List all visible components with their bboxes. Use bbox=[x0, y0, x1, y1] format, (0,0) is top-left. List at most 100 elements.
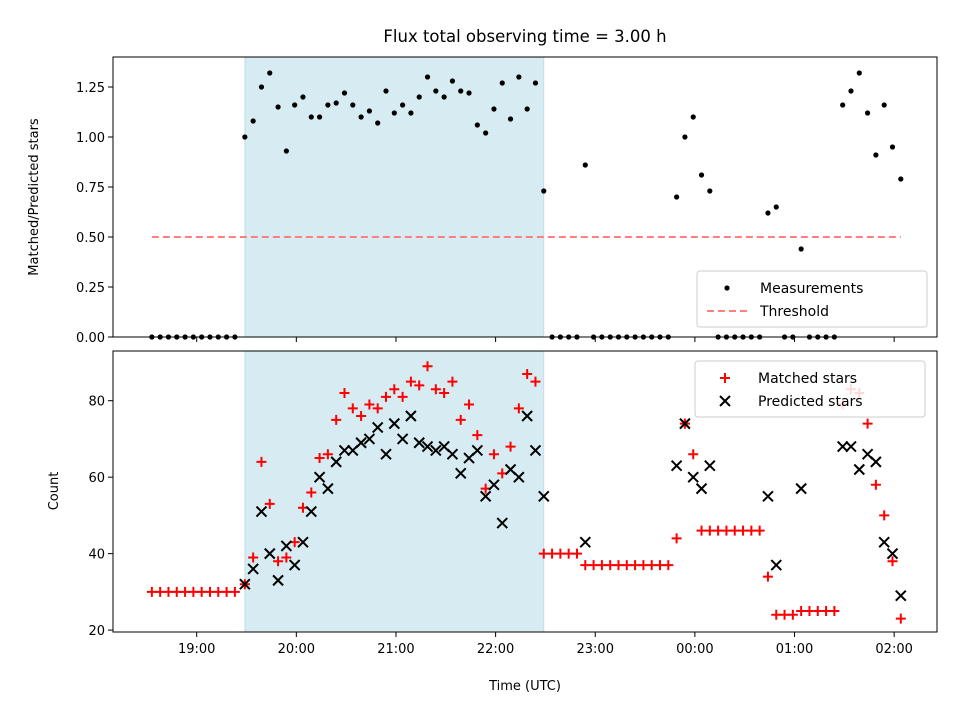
measurement-point bbox=[889, 144, 896, 150]
measurement-point bbox=[391, 110, 397, 116]
measurement-point bbox=[541, 188, 547, 194]
matched-star-point bbox=[464, 399, 475, 410]
matched-star-point bbox=[829, 605, 840, 616]
matched-star-point bbox=[281, 552, 292, 563]
top-panel: 0.00 0.25 0.50 0.75 1.00 1.25 Measurements Thre… bbox=[76, 56, 938, 346]
measurement-point bbox=[424, 74, 431, 80]
predicted-star-point bbox=[695, 482, 708, 495]
top-axes-frame bbox=[112, 56, 938, 338]
matched-star-point bbox=[306, 487, 317, 498]
matched-star-point bbox=[430, 384, 441, 395]
bottom-y-axis-label: Count bbox=[47, 472, 62, 511]
matched-star-point bbox=[887, 556, 898, 567]
measurement-point bbox=[524, 106, 530, 112]
matched-star-point bbox=[688, 449, 699, 460]
predicted-star-point bbox=[405, 410, 417, 422]
matched-star-point bbox=[571, 548, 582, 559]
x-tick-label: 20:00 bbox=[278, 642, 315, 657]
top-y-tick-label: 1.25 bbox=[76, 81, 105, 96]
matched-star-point bbox=[472, 430, 483, 441]
measurement-point bbox=[333, 100, 339, 106]
predicted-star-point bbox=[430, 444, 442, 457]
measurement-point bbox=[507, 116, 514, 122]
measurement-point bbox=[516, 74, 522, 80]
measurement-point bbox=[873, 152, 879, 158]
predicted-star-point bbox=[388, 417, 401, 430]
bottom-y-tick-label: 60 bbox=[88, 471, 105, 486]
measurement-point bbox=[341, 90, 348, 96]
measurement-point bbox=[458, 88, 464, 94]
x-tick-label: 00:00 bbox=[676, 642, 713, 657]
predicted-star-point bbox=[455, 467, 467, 480]
predicted-star-point bbox=[280, 540, 293, 552]
predicted-star-point bbox=[396, 433, 409, 445]
top-observing-window bbox=[244, 56, 545, 338]
measurement-point bbox=[375, 120, 381, 126]
predicted-star-point bbox=[836, 440, 849, 453]
top-legend-box bbox=[696, 270, 928, 328]
matched-star-point bbox=[422, 361, 433, 372]
predicted-star-point bbox=[895, 589, 907, 602]
predicted-star-point bbox=[870, 456, 882, 468]
measurement-point bbox=[856, 70, 862, 76]
top-legend: Measurements Threshold bbox=[696, 270, 928, 328]
matched-star-point bbox=[414, 380, 425, 391]
predicted-star-point bbox=[239, 578, 251, 590]
matched-star-point bbox=[314, 453, 325, 464]
measurement-point bbox=[765, 210, 771, 216]
x-tick-label: 22:00 bbox=[477, 642, 514, 657]
predicted-star-point bbox=[380, 448, 392, 460]
measurement-point bbox=[416, 94, 422, 100]
matched-star-point bbox=[455, 414, 466, 425]
measurement-point bbox=[400, 102, 406, 108]
predicted-star-point bbox=[305, 505, 317, 518]
measurement-point bbox=[441, 94, 447, 100]
matched-star-point bbox=[322, 449, 333, 460]
measurement-point bbox=[449, 78, 456, 84]
measurement-point bbox=[267, 70, 273, 76]
predicted-star-point bbox=[297, 536, 309, 548]
predicted-star-point bbox=[704, 459, 716, 472]
measurement-point bbox=[707, 188, 713, 194]
x-axis-label: Time (UTC) bbox=[488, 679, 561, 694]
matched-star-point bbox=[663, 560, 674, 571]
measurement-point bbox=[283, 148, 289, 154]
measurement-point bbox=[499, 80, 505, 86]
matched-star-point bbox=[264, 498, 275, 509]
x-tick-label: 23:00 bbox=[577, 642, 614, 657]
predicted-star-point bbox=[479, 490, 492, 502]
measurement-point bbox=[250, 118, 256, 124]
matched-star-point bbox=[339, 388, 350, 399]
predicted-star-point bbox=[853, 463, 865, 476]
measurement-point bbox=[258, 84, 265, 90]
matched-star-point bbox=[522, 368, 533, 379]
matched-star-point bbox=[256, 456, 267, 467]
measurement-point bbox=[275, 104, 281, 110]
top-y-tick-label: 0.25 bbox=[76, 281, 105, 296]
measurement-point bbox=[408, 110, 414, 116]
top-y-tick-label: 0.75 bbox=[76, 181, 105, 196]
measurement-point bbox=[474, 122, 480, 128]
predicted-star-point bbox=[679, 417, 691, 430]
measurement-point bbox=[898, 176, 904, 182]
bottom-observing-window bbox=[244, 350, 545, 633]
measurement-point bbox=[358, 114, 364, 120]
predicted-star-point bbox=[513, 471, 525, 483]
measurement-point bbox=[674, 194, 680, 200]
matched-star-point bbox=[870, 479, 881, 490]
predicted-star-point bbox=[330, 456, 342, 468]
bottom-axes-frame bbox=[112, 350, 938, 633]
predicted-star-point bbox=[446, 448, 459, 460]
matched-star-point bbox=[862, 418, 873, 429]
predicted-star-point bbox=[313, 471, 326, 483]
matched-star-point bbox=[671, 533, 682, 544]
matched-star-point bbox=[331, 414, 342, 425]
legend-matched-swatch bbox=[720, 373, 730, 383]
top-y-axis-label: Matched/Predicted stars bbox=[27, 118, 42, 276]
matched-star-point bbox=[754, 525, 765, 536]
predicted-star-point bbox=[579, 536, 591, 548]
matched-star-point bbox=[439, 388, 450, 399]
predicted-star-point bbox=[886, 547, 899, 560]
predicted-star-point bbox=[496, 517, 508, 529]
